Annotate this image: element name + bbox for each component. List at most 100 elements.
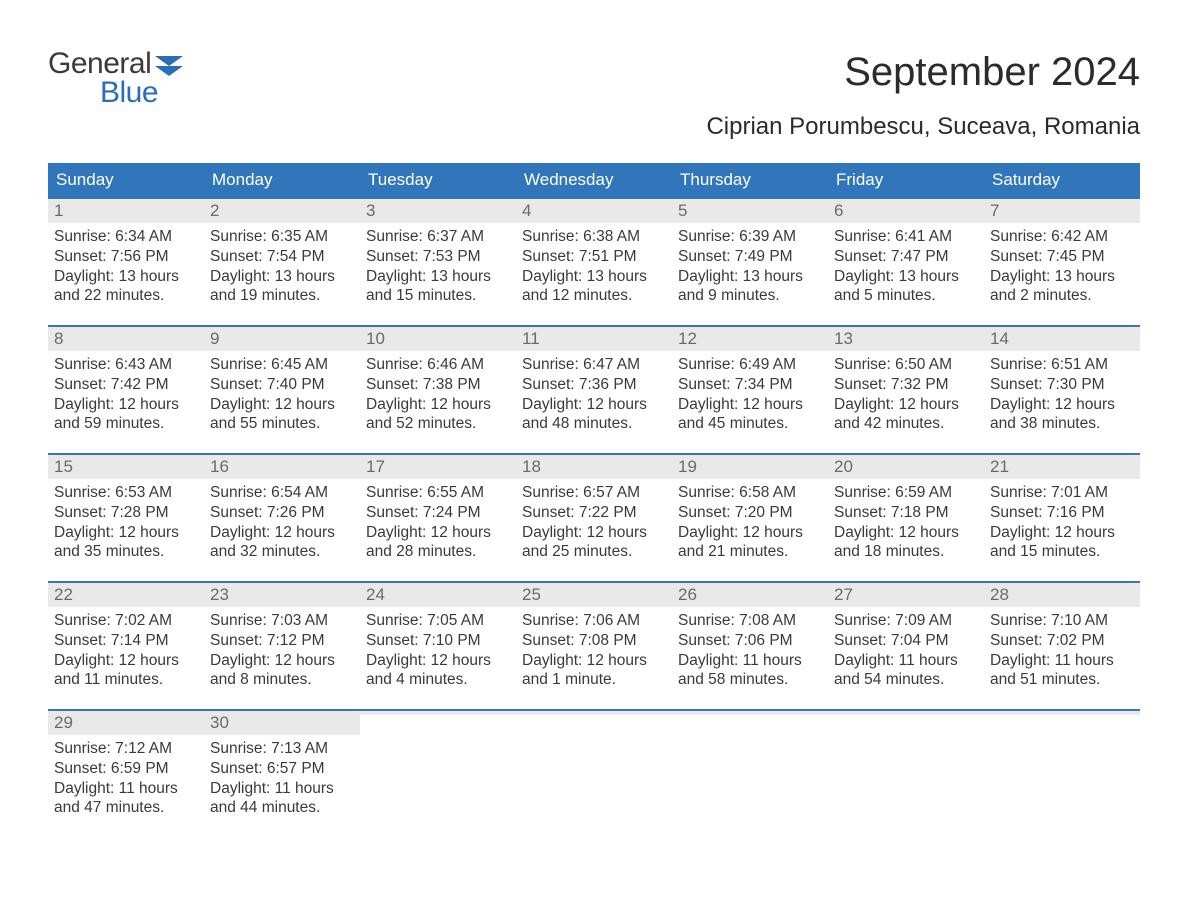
day-cell: 5Sunrise: 6:39 AMSunset: 7:49 PMDaylight… — [672, 199, 828, 311]
day-body: Sunrise: 6:58 AMSunset: 7:20 PMDaylight:… — [672, 479, 828, 566]
daylight-text: Daylight: 13 hours and 19 minutes. — [210, 267, 354, 307]
sunrise-text: Sunrise: 7:12 AM — [54, 739, 198, 759]
daylight-text: Daylight: 12 hours and 15 minutes. — [990, 523, 1134, 563]
daylight-text: Daylight: 12 hours and 25 minutes. — [522, 523, 666, 563]
weekday-header: Saturday — [984, 163, 1140, 197]
day-number: 19 — [678, 457, 697, 476]
day-cell: 21Sunrise: 7:01 AMSunset: 7:16 PMDayligh… — [984, 455, 1140, 567]
day-cell: 18 Sunrise: 6:57 AMSunset: 7:22 PMDayligh… — [516, 455, 672, 567]
day-number-row: 22 — [48, 583, 204, 607]
day-number-row: 6 — [828, 199, 984, 223]
sunrise-text: Sunrise: 6:58 AM — [678, 483, 822, 503]
day-cell: 15Sunrise: 6:53 AMSunset: 7:28 PMDayligh… — [48, 455, 204, 567]
day-cell: 9Sunrise: 6:45 AMSunset: 7:40 PMDaylight… — [204, 327, 360, 439]
day-body: Sunrise: 6:51 AMSunset: 7:30 PMDaylight:… — [984, 351, 1140, 438]
daylight-text: Daylight: 12 hours and 52 minutes. — [366, 395, 510, 435]
day-body: Sunrise: 6:42 AMSunset: 7:45 PMDaylight:… — [984, 223, 1140, 310]
sunset-text: Sunset: 7:36 PM — [522, 375, 666, 395]
sunrise-text: Sunrise: 6:38 AM — [522, 227, 666, 247]
day-number: 21 — [990, 457, 1009, 476]
day-body: Sunrise: 6:53 AMSunset: 7:28 PMDaylight:… — [48, 479, 204, 566]
day-number-row: 30 — [204, 711, 360, 735]
day-body: Sunrise: 6:50 AMSunset: 7:32 PMDaylight:… — [828, 351, 984, 438]
weekday-header: Friday — [828, 163, 984, 197]
day-number-row: 10 — [360, 327, 516, 351]
sunset-text: Sunset: 6:57 PM — [210, 759, 354, 779]
day-body: Sunrise: 7:10 AMSunset: 7:02 PMDaylight:… — [984, 607, 1140, 694]
flag-icon — [155, 56, 183, 76]
day-cell: 1Sunrise: 6:34 AMSunset: 7:56 PMDaylight… — [48, 199, 204, 311]
day-number-row: 25 — [516, 583, 672, 607]
sunrise-text: Sunrise: 6:37 AM — [366, 227, 510, 247]
daylight-text: Daylight: 12 hours and 28 minutes. — [366, 523, 510, 563]
sunrise-text: Sunrise: 6:51 AM — [990, 355, 1134, 375]
day-number-row: 19 — [672, 455, 828, 479]
sunset-text: Sunset: 7:40 PM — [210, 375, 354, 395]
day-number: 17 — [366, 457, 385, 476]
header: General Blue September 2024 Ciprian Poru… — [48, 50, 1140, 141]
day-number: 8 — [54, 329, 63, 348]
day-number-row: 13 — [828, 327, 984, 351]
sunset-text: Sunset: 7:28 PM — [54, 503, 198, 523]
weekday-header: Tuesday — [360, 163, 516, 197]
day-number: 11 — [522, 329, 540, 348]
day-cell: 8Sunrise: 6:43 AMSunset: 7:42 PMDaylight… — [48, 327, 204, 439]
day-cell — [672, 711, 828, 823]
day-body: Sunrise: 6:55 AMSunset: 7:24 PMDaylight:… — [360, 479, 516, 566]
day-cell: 19 Sunrise: 6:58 AMSunset: 7:20 PMDayligh… — [672, 455, 828, 567]
daylight-text: Daylight: 12 hours and 45 minutes. — [678, 395, 822, 435]
day-number: 1 — [54, 201, 63, 220]
sunset-text: Sunset: 7:34 PM — [678, 375, 822, 395]
day-number-row: 17 — [360, 455, 516, 479]
sunrise-text: Sunrise: 7:02 AM — [54, 611, 198, 631]
sunset-text: Sunset: 7:47 PM — [834, 247, 978, 267]
sunrise-text: Sunrise: 6:57 AM — [522, 483, 666, 503]
day-number-row: 7 — [984, 199, 1140, 223]
sunrise-text: Sunrise: 7:06 AM — [522, 611, 666, 631]
day-number: 2 — [210, 201, 219, 220]
day-number: 7 — [990, 201, 999, 220]
day-body: Sunrise: 6:59 AMSunset: 7:18 PMDaylight:… — [828, 479, 984, 566]
brand-word-blue: Blue — [100, 79, 158, 108]
day-cell: 6Sunrise: 6:41 AMSunset: 7:47 PMDaylight… — [828, 199, 984, 311]
week-row: 1Sunrise: 6:34 AMSunset: 7:56 PMDaylight… — [48, 197, 1140, 311]
day-cell: 22Sunrise: 7:02 AMSunset: 7:14 PMDayligh… — [48, 583, 204, 695]
weekday-header: Monday — [204, 163, 360, 197]
day-number: 23 — [210, 585, 229, 604]
day-number-row — [360, 711, 516, 715]
day-cell — [516, 711, 672, 823]
day-cell: 26Sunrise: 7:08 AMSunset: 7:06 PMDayligh… — [672, 583, 828, 695]
day-body: Sunrise: 7:05 AMSunset: 7:10 PMDaylight:… — [360, 607, 516, 694]
day-number-row: 23 — [204, 583, 360, 607]
day-number: 24 — [366, 585, 385, 604]
day-body: Sunrise: 6:57 AMSunset: 7:22 PMDaylight:… — [516, 479, 672, 566]
sunrise-text: Sunrise: 6:53 AM — [54, 483, 198, 503]
day-number: 18 — [522, 457, 541, 476]
day-number-row: 1 — [48, 199, 204, 223]
day-number-row: 21 — [984, 455, 1140, 479]
day-cell: 3Sunrise: 6:37 AMSunset: 7:53 PMDaylight… — [360, 199, 516, 311]
sunrise-text: Sunrise: 6:55 AM — [366, 483, 510, 503]
day-number-row: 9 — [204, 327, 360, 351]
sunset-text: Sunset: 7:49 PM — [678, 247, 822, 267]
sunset-text: Sunset: 7:02 PM — [990, 631, 1134, 651]
sunrise-text: Sunrise: 6:35 AM — [210, 227, 354, 247]
month-title: September 2024 — [706, 50, 1140, 95]
day-cell: 20Sunrise: 6:59 AMSunset: 7:18 PMDayligh… — [828, 455, 984, 567]
week-row: 22Sunrise: 7:02 AMSunset: 7:14 PMDayligh… — [48, 581, 1140, 695]
sunset-text: Sunset: 7:30 PM — [990, 375, 1134, 395]
sunset-text: Sunset: 7:22 PM — [522, 503, 666, 523]
day-number-row: 27 — [828, 583, 984, 607]
sunrise-text: Sunrise: 6:43 AM — [54, 355, 198, 375]
sunrise-text: Sunrise: 6:54 AM — [210, 483, 354, 503]
day-number-row — [984, 711, 1140, 715]
day-number-row — [828, 711, 984, 715]
day-body: Sunrise: 7:13 AMSunset: 6:57 PMDaylight:… — [204, 735, 360, 822]
sunrise-text: Sunrise: 7:13 AM — [210, 739, 354, 759]
week-row: 29Sunrise: 7:12 AMSunset: 6:59 PMDayligh… — [48, 709, 1140, 823]
sunrise-text: Sunrise: 6:45 AM — [210, 355, 354, 375]
sunset-text: Sunset: 7:24 PM — [366, 503, 510, 523]
day-number-row: 4 — [516, 199, 672, 223]
day-number-row: 15 — [48, 455, 204, 479]
day-number-row: 20 — [828, 455, 984, 479]
